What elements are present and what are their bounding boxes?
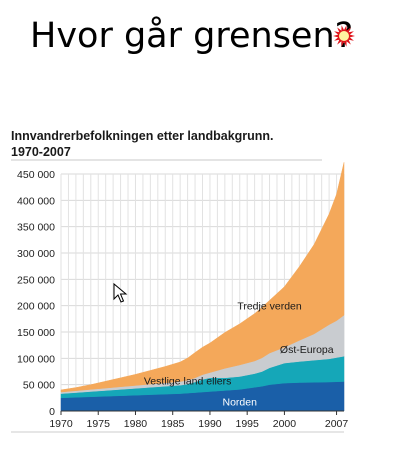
x-tick-label: 1990 (198, 418, 222, 430)
x-tick-label: 1995 (236, 418, 260, 430)
series-label: Norden (223, 397, 258, 409)
x-tick-label: 2000 (273, 418, 297, 430)
y-tick-label: 300 000 (17, 248, 55, 260)
y-tick-label: 200 000 (17, 301, 55, 313)
x-tick-label: 1980 (124, 418, 148, 430)
series-label: Øst-Europa (280, 344, 334, 356)
starburst-icon (333, 25, 355, 47)
y-tick-label: 0 (49, 406, 55, 418)
series-label: Vestlige land ellers (144, 375, 232, 387)
y-tick-label: 50 000 (23, 380, 55, 392)
chart-title-line-2: 1970-2007 (11, 145, 71, 159)
y-tick-label: 150 000 (17, 327, 55, 339)
series-labels: Norden Vestlige land ellers Øst-Europa Tred… (144, 301, 334, 409)
x-tick-label: 1970 (49, 418, 73, 430)
chart-title: Innvandrerbefolkningen etter landbakgrun… (11, 128, 274, 160)
x-tick-label: 1975 (87, 418, 111, 430)
y-tick-label: 450 000 (17, 169, 55, 181)
mouse-cursor-icon (113, 282, 128, 303)
x-tick-label: 2007 (325, 418, 349, 430)
chart-title-line-1: Innvandrerbefolkningen etter landbakgrun… (11, 129, 274, 143)
x-tick-label: 1985 (161, 418, 185, 430)
y-tick-label: 400 000 (17, 195, 55, 207)
y-tick-label: 350 000 (17, 222, 55, 234)
axes: 0 50 000 100 000 150 000 200 000 250 000 300 0… (11, 169, 349, 433)
area-tredje-verden (60, 162, 345, 393)
headline: Hvor går grensen? (30, 16, 354, 56)
areas (60, 162, 345, 412)
series-label: Tredje verden (237, 301, 302, 313)
y-tick-label: 250 000 (17, 274, 55, 286)
y-tick-label: 100 000 (17, 353, 55, 365)
